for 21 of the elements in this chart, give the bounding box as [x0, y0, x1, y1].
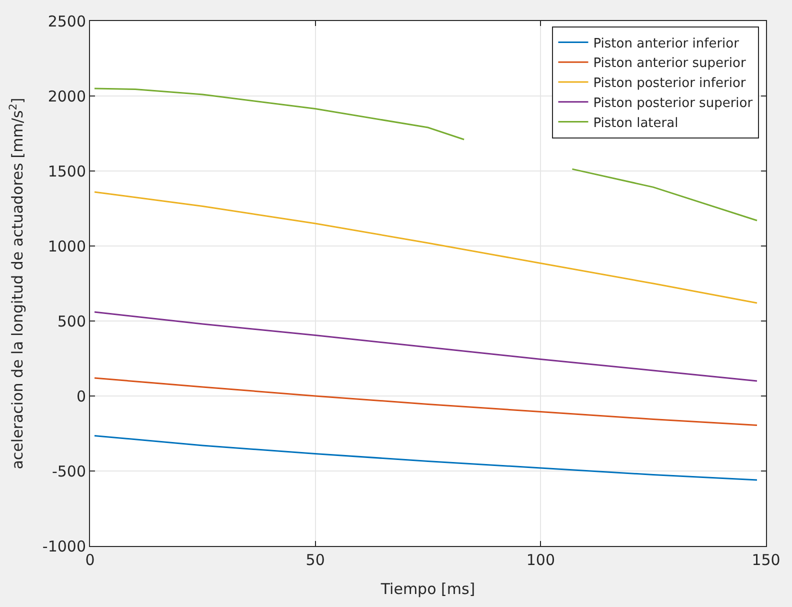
- x-tick-label: 100: [526, 551, 555, 569]
- line-series: [94, 377, 758, 426]
- x-tick-label: 150: [752, 551, 780, 569]
- legend-label: Piston anterior inferior: [593, 36, 740, 52]
- y-tick-label: -500: [52, 462, 86, 480]
- legend-label: Piston posterior superior: [593, 96, 754, 111]
- y-tick-label: 2000: [48, 87, 86, 106]
- y-tick-label: 2500: [48, 12, 86, 30]
- y-tick-label: -1000: [42, 537, 86, 556]
- line-series: [94, 435, 758, 481]
- y-tick-label: 0: [76, 387, 86, 406]
- legend-label: Piston anterior superior: [593, 56, 746, 72]
- x-tick-label: 50: [306, 551, 325, 569]
- y-tick-label: 500: [57, 312, 86, 330]
- y-tick-label: 1000: [48, 237, 86, 256]
- line-series: [94, 191, 758, 304]
- legend-label: Piston posterior inferior: [593, 76, 746, 92]
- legend-label: Piston lateral: [593, 116, 678, 131]
- line-series: [94, 311, 758, 382]
- y-tick-label: 1500: [48, 162, 86, 180]
- x-axis-title: Tiempo [ms]: [380, 580, 476, 598]
